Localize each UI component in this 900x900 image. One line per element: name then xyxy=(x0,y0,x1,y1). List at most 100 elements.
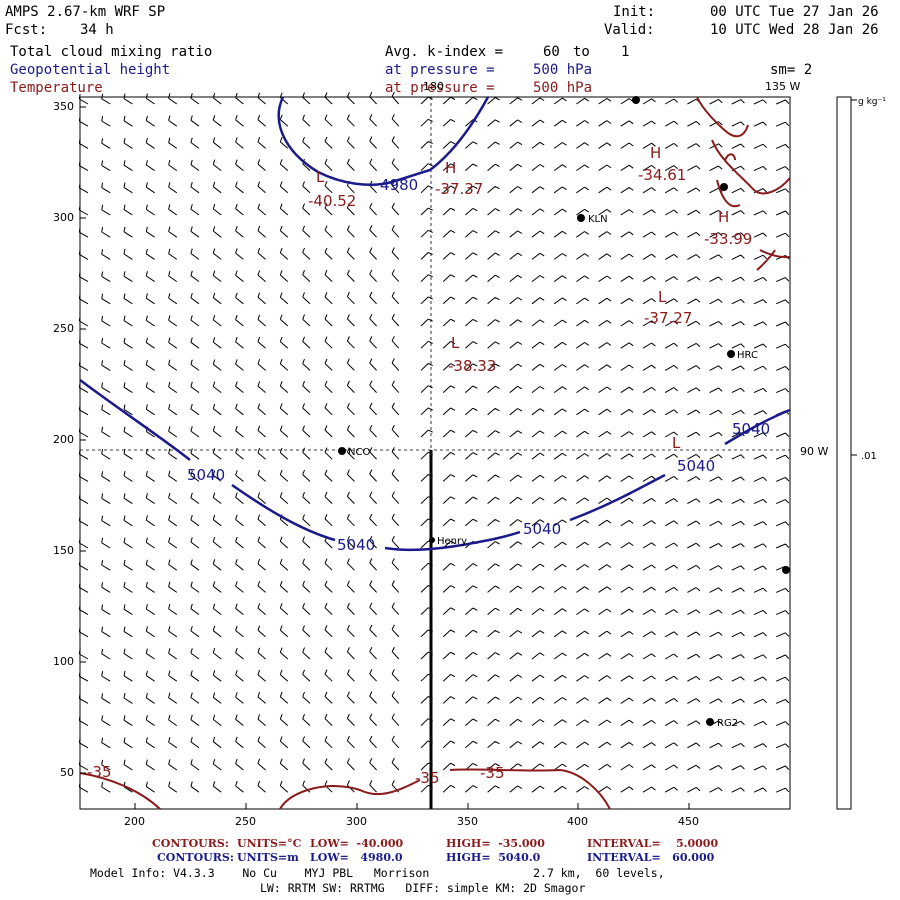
footer-temp-interval: INTERVAL= 5.0000 xyxy=(587,837,719,850)
footer-temp-high: HIGH= -35.000 xyxy=(446,837,545,850)
model-title: AMPS 2.67-km WRF SP xyxy=(5,4,166,20)
footer-height-low: LOW= 4980.0 xyxy=(310,851,403,864)
temp-contour-bottom xyxy=(79,768,611,810)
footer-temp-contours-label: CONTOURS: xyxy=(152,837,229,850)
temp-label-35-b: -35 xyxy=(415,769,440,787)
pressure-value-temp: 500 hPa xyxy=(533,80,593,96)
init-value: 00 UTC Tue 27 Jan 26 xyxy=(710,4,879,20)
height-contour-5040-left xyxy=(79,378,791,552)
y-tick-100: 100 xyxy=(53,655,74,668)
forecast-value: 34 h xyxy=(80,22,114,38)
height-contour-4980 xyxy=(277,96,490,186)
high-low-markers: L H H H L L L xyxy=(316,144,729,452)
height-label-5040-d: 5040 xyxy=(677,457,715,475)
station-rg2-label: RG2 xyxy=(717,718,738,729)
station-nco-label: NCO xyxy=(348,447,370,458)
height-contours xyxy=(79,96,791,552)
meridian-135w-label: 135 W xyxy=(765,80,800,93)
station-hrc-label: HRC xyxy=(737,350,758,361)
temp-label-35-c: -35 xyxy=(480,764,505,782)
temp-label-34-61: -34.61 xyxy=(638,166,686,184)
low-marker-c: L xyxy=(451,334,460,352)
height-label-5040-c: 5040 xyxy=(523,520,561,538)
temp-label-37-37: -37.37 xyxy=(435,180,483,198)
station-top-dot xyxy=(632,96,640,104)
footer-height-units: UNITS=m xyxy=(237,851,299,864)
field-geopotential: Geopotential height xyxy=(10,62,171,78)
valid-label: Valid: xyxy=(604,22,655,38)
avg-k-index-from: 60 xyxy=(543,44,560,60)
temp-label-35-a: -35 xyxy=(87,763,112,781)
y-tick-350: 350 xyxy=(53,100,74,113)
station-ne-dot xyxy=(720,183,728,191)
temp-contour-top-right xyxy=(696,96,791,271)
plot-frame xyxy=(79,96,791,810)
axis-ticks xyxy=(80,106,690,809)
footer-model-info: Model Info: V4.3.3 No Cu MYJ PBL Morriso… xyxy=(90,866,665,880)
pressure-value-height: 500 hPa xyxy=(533,62,593,78)
colorbar-unit: g kg⁻¹ xyxy=(858,97,886,107)
temp-label-40-52: -40.52 xyxy=(308,192,356,210)
x-tick-200: 200 xyxy=(124,815,145,828)
x-tick-300: 300 xyxy=(346,815,367,828)
station-edge-dot xyxy=(782,566,790,574)
y-tick-250: 250 xyxy=(53,322,74,335)
x-tick-400: 400 xyxy=(567,815,588,828)
high-marker-c: H xyxy=(718,208,729,226)
height-label-5040-a: 5040 xyxy=(187,466,225,484)
footer-height-high: HIGH= 5040.0 xyxy=(446,851,541,864)
field-cloud-mixing: Total cloud mixing ratio xyxy=(10,44,213,60)
x-tick-250: 250 xyxy=(235,815,256,828)
footer-height-interval: INTERVAL= 60.000 xyxy=(587,851,715,864)
y-tick-150: 150 xyxy=(53,544,74,557)
footer-temp-units: UNITS=°C xyxy=(237,837,302,850)
y-tick-300: 300 xyxy=(53,211,74,224)
footer-temp-low: LOW= -40.000 xyxy=(310,837,404,850)
height-contour-labels: 4980 5040 5040 5040 5040 5040 xyxy=(187,176,770,554)
avg-k-index-label: Avg. k-index = xyxy=(385,44,504,60)
temperature-contours xyxy=(79,96,791,810)
smoothing-label: sm= 2 xyxy=(770,62,813,78)
x-tick-450: 450 xyxy=(678,815,699,828)
colorbar-value: .01 xyxy=(861,451,877,462)
station-kln-dot xyxy=(577,214,585,222)
avg-k-index-to: 1 xyxy=(621,44,630,60)
wind-barbs xyxy=(78,91,790,793)
station-kln-label: KLN xyxy=(588,214,608,225)
footer-height-contours-label: CONTOURS: xyxy=(157,851,234,864)
station-henry-dot xyxy=(429,537,435,543)
y-tick-50: 50 xyxy=(60,766,74,779)
x-tick-350: 350 xyxy=(457,815,478,828)
low-marker-b: L xyxy=(658,288,667,306)
colorbar xyxy=(836,96,852,810)
low-marker-d: L xyxy=(672,434,681,452)
stations: NCO KLN HRC RG2 Henry xyxy=(338,96,790,729)
temperature-labels: -40.52 -37.37 -34.61 -33.99 -37.27 -38.3… xyxy=(87,166,752,787)
avg-k-index-to-label: to xyxy=(573,44,590,60)
forecast-label: Fcst: xyxy=(5,22,48,38)
station-nco-dot xyxy=(338,447,346,455)
high-marker-a: H xyxy=(445,159,456,177)
station-hrc-dot xyxy=(727,350,735,358)
low-marker-a: L xyxy=(316,168,325,186)
y-tick-200: 200 xyxy=(53,433,74,446)
temp-label-33-99: -33.99 xyxy=(704,230,752,248)
wind-barb-paths xyxy=(78,91,790,793)
pressure-label-height: at pressure = xyxy=(385,62,495,78)
temp-label-37-27: -37.27 xyxy=(644,309,692,327)
meridian-180-label: 180 xyxy=(423,80,444,93)
pressure-label-temp: at pressure = xyxy=(385,80,495,96)
meridian-90w-label: 90 W xyxy=(800,445,828,458)
height-label-5040-b: 5040 xyxy=(337,536,375,554)
station-henry-label: Henry xyxy=(437,536,467,547)
valid-value: 10 UTC Wed 28 Jan 26 xyxy=(710,22,879,38)
station-rg2-dot xyxy=(706,718,714,726)
field-temperature: Temperature xyxy=(10,80,103,96)
footer-model-info-2: LW: RRTM SW: RRTMG DIFF: simple KM: 2D S… xyxy=(260,881,586,895)
temp-label-38-33: -38.33 xyxy=(448,357,496,375)
init-label: Init: xyxy=(613,4,656,20)
high-marker-b: H xyxy=(650,144,661,162)
height-label-4980: 4980 xyxy=(380,176,418,194)
height-label-5040-e: 5040 xyxy=(732,420,770,438)
